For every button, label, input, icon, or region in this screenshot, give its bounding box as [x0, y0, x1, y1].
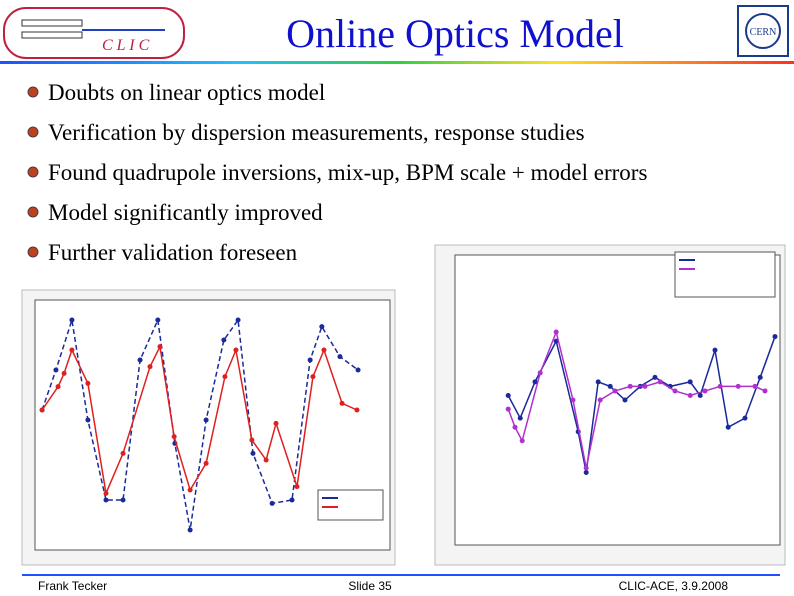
data-point: [512, 424, 518, 430]
data-point: [39, 407, 45, 413]
data-point: [103, 490, 109, 496]
data-point: [772, 334, 778, 340]
data-point: [55, 384, 61, 390]
clic-logo: C L I C: [3, 7, 185, 59]
data-point: [652, 374, 658, 380]
data-point: [273, 420, 279, 426]
footer-slide: Slide 35: [348, 579, 392, 593]
data-point: [583, 465, 589, 471]
data-point: [187, 487, 193, 493]
footer-author: Frank Tecker: [38, 579, 107, 593]
data-point: [69, 347, 75, 353]
data-point: [595, 379, 601, 385]
data-point: [735, 383, 741, 389]
footer-event: CLIC-ACE, 3.9.2008: [619, 579, 729, 593]
data-point: [627, 383, 633, 389]
data-point: [532, 379, 538, 385]
data-point: [147, 364, 153, 370]
series-line: [41, 344, 358, 497]
data-point: [171, 434, 177, 440]
data-point: [537, 370, 543, 376]
data-point: [120, 450, 126, 456]
data-point: [612, 388, 618, 394]
data-point: [235, 317, 241, 323]
bullet-dot: [27, 126, 39, 138]
bullet-text: Found quadrupole inversions, mix-up, BPM…: [48, 160, 647, 185]
data-point: [505, 392, 511, 398]
svg-text:C L I C: C L I C: [102, 37, 150, 54]
series-line: [41, 317, 359, 531]
data-point: [233, 347, 239, 353]
data-point: [321, 347, 327, 353]
data-point: [289, 497, 295, 503]
data-point: [642, 383, 648, 389]
data-point: [712, 347, 718, 353]
data-point: [53, 367, 59, 373]
data-point: [672, 388, 678, 394]
data-point: [697, 392, 703, 398]
bullet-text: Doubts on linear optics model: [48, 80, 325, 105]
data-point: [137, 357, 143, 363]
data-point: [757, 374, 763, 380]
data-point: [355, 367, 361, 373]
legend-box: [317, 489, 384, 521]
data-point: [519, 438, 525, 444]
data-point: [203, 460, 209, 466]
data-point: [155, 317, 161, 323]
data-point: [120, 497, 126, 503]
data-point: [269, 500, 275, 506]
data-point: [103, 497, 109, 503]
plot-area: [454, 254, 781, 546]
data-point: [702, 388, 708, 394]
data-point: [762, 388, 768, 394]
data-point: [687, 392, 693, 398]
data-point: [222, 374, 228, 380]
data-point: [583, 470, 589, 475]
data-point: [61, 370, 67, 376]
data-point: [307, 357, 313, 363]
data-point: [742, 415, 748, 421]
data-point: [657, 379, 663, 385]
data-point: [725, 424, 731, 430]
data-point: [517, 415, 523, 421]
bullet-dot: [27, 206, 39, 218]
data-point: [717, 383, 723, 389]
bullet-dot: [27, 246, 39, 258]
data-point: [607, 383, 613, 389]
data-point: [157, 344, 163, 350]
data-point: [319, 324, 325, 330]
bullet-dot: [27, 86, 39, 98]
data-point: [310, 374, 316, 380]
bullet-text: Further validation foreseen: [48, 240, 298, 265]
divider: [0, 61, 794, 64]
cern-logo: CERN: [737, 5, 789, 57]
data-point: [339, 400, 345, 406]
data-point: [187, 527, 193, 533]
data-point: [597, 397, 603, 403]
data-point: [250, 450, 256, 456]
data-point: [294, 484, 300, 490]
data-point: [354, 407, 360, 413]
data-point: [85, 380, 91, 386]
data-point: [337, 354, 343, 360]
bullet-text: Verification by dispersion measurements,…: [48, 120, 585, 145]
data-point: [85, 417, 91, 423]
data-point: [622, 397, 628, 403]
data-point: [570, 397, 576, 403]
data-point: [687, 379, 693, 385]
title: Online Optics Model: [286, 11, 624, 56]
data-point: [553, 329, 559, 335]
data-point: [69, 317, 75, 323]
legend-box: [674, 251, 776, 298]
bullet-dot: [27, 166, 39, 178]
bullet-text: Model significantly improved: [48, 200, 323, 225]
data-point: [203, 417, 209, 423]
svg-text:CERN: CERN: [750, 27, 777, 38]
data-point: [221, 337, 227, 343]
data-point: [505, 406, 511, 412]
data-point: [263, 457, 269, 463]
data-point: [249, 437, 255, 443]
data-point: [752, 383, 758, 389]
